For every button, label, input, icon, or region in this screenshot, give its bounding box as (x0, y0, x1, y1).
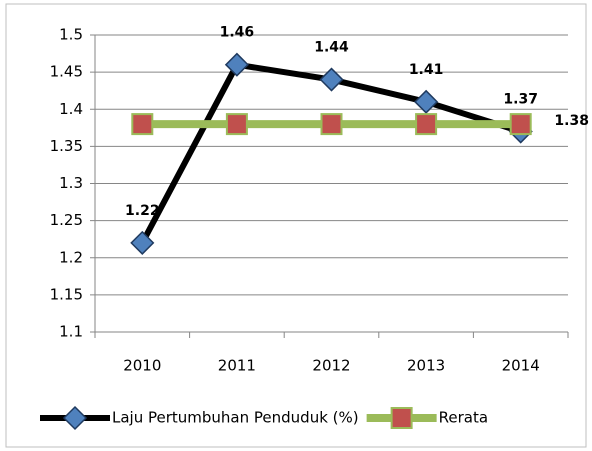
point (320, 113, 343, 136)
y-tick-label: 1.25 (50, 211, 83, 229)
y-tick-label: 1.5 (59, 26, 83, 44)
data-label: 1.38 (554, 113, 589, 129)
y-tick-label: 1.2 (59, 248, 83, 266)
point (319, 67, 344, 92)
point (225, 113, 248, 136)
y-tick-label: 1.35 (50, 137, 83, 155)
point (130, 230, 155, 255)
point (509, 113, 532, 136)
point (414, 89, 439, 114)
data-label: 1.46 (220, 25, 255, 41)
data-label: 1.22 (125, 203, 160, 219)
legend-label: Laju Pertumbuhan Penduduk (%) (112, 409, 359, 427)
data-label: 1.37 (503, 92, 538, 108)
legend-label: Rerata (439, 409, 488, 427)
x-tick-label: 2012 (312, 357, 350, 375)
point (224, 52, 249, 77)
data-label: 1.41 (409, 62, 444, 78)
point (415, 113, 438, 136)
x-tick-label: 2010 (123, 357, 161, 375)
point (131, 113, 154, 136)
legend-marker (62, 405, 88, 431)
y-tick-label: 1.15 (50, 285, 83, 303)
y-tick-label: 1.1 (59, 323, 83, 341)
y-tick-label: 1.45 (50, 63, 83, 81)
chart-border (5, 3, 587, 448)
x-tick-label: 2013 (407, 357, 445, 375)
y-tick-label: 1.3 (59, 174, 83, 192)
legend-marker (390, 407, 413, 429)
x-tick-label: 2014 (502, 357, 540, 375)
x-tick-label: 2011 (218, 357, 256, 375)
y-tick-label: 1.4 (59, 100, 83, 118)
data-label: 1.44 (314, 40, 349, 56)
